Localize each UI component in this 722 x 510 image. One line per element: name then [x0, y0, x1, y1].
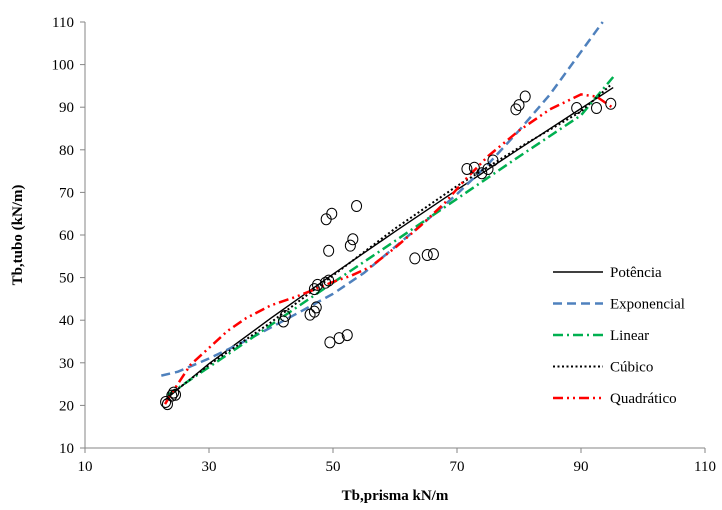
data-point	[279, 309, 291, 322]
y-axis-title: Tb,tubo (kN/m)	[10, 185, 26, 286]
series-line-2	[166, 76, 615, 397]
data-point	[324, 336, 336, 349]
x-tick-label: 90	[574, 459, 589, 475]
data-point	[308, 283, 320, 296]
legend-label: Potência	[610, 265, 662, 281]
y-tick-label: 90	[59, 100, 74, 116]
data-point	[482, 162, 494, 175]
data-point	[326, 207, 338, 220]
data-point	[476, 167, 488, 180]
data-point	[347, 233, 359, 246]
data-point	[513, 99, 525, 112]
data-point	[591, 102, 602, 115]
data-point	[323, 274, 335, 287]
data-point	[468, 161, 480, 174]
legend-label: Linear	[610, 328, 649, 344]
data-point	[320, 276, 332, 289]
data-point	[571, 102, 583, 115]
legend: Potência Exponencial Linear Cúbico Quadrátic…	[553, 265, 685, 407]
series-line-1	[161, 21, 604, 377]
data-points	[160, 90, 617, 411]
y-axis-ticks: 10 20 30 40 50 60 70 80 90 100 110	[52, 15, 85, 457]
data-point	[312, 278, 323, 291]
data-point	[519, 90, 531, 103]
data-point	[461, 162, 473, 175]
data-point	[487, 154, 499, 167]
data-point	[166, 389, 178, 402]
data-point	[333, 332, 345, 345]
x-axis-ticks: 10 30 50 70 90 110	[78, 448, 716, 475]
data-point	[605, 97, 617, 110]
y-tick-label: 50	[59, 271, 74, 287]
data-point	[510, 103, 522, 116]
fit-lines	[161, 21, 615, 405]
x-tick-label: 110	[694, 459, 716, 475]
y-tick-label: 60	[59, 228, 74, 244]
y-tick-label: 20	[59, 398, 74, 414]
y-tick-label: 40	[59, 313, 74, 329]
x-tick-label: 10	[78, 459, 93, 475]
series-line-4	[163, 93, 613, 405]
data-point	[323, 244, 335, 257]
x-tick-label: 30	[202, 459, 217, 475]
y-tick-label: 100	[52, 58, 75, 74]
y-tick-label: 110	[52, 15, 74, 31]
x-tick-label: 50	[326, 459, 341, 475]
x-axis-title: Tb,prisma kN/m	[342, 488, 449, 504]
legend-label: Cúbico	[610, 360, 653, 376]
data-point	[310, 301, 322, 314]
data-point	[160, 395, 172, 408]
data-point	[351, 200, 363, 213]
x-tick-label: 70	[450, 459, 465, 475]
legend-label: Quadrático	[610, 391, 677, 407]
series-line-3	[166, 83, 613, 398]
y-tick-label: 70	[59, 185, 74, 201]
data-point	[277, 315, 289, 328]
data-point	[168, 386, 180, 399]
y-tick-label: 30	[59, 356, 74, 372]
data-point	[421, 249, 433, 262]
data-point	[341, 329, 353, 342]
data-point	[409, 252, 421, 265]
data-point	[427, 248, 439, 261]
y-tick-label: 80	[59, 143, 74, 159]
data-point	[344, 239, 356, 252]
y-tick-label: 10	[59, 441, 74, 457]
data-point	[170, 388, 182, 401]
legend-label: Exponencial	[610, 297, 685, 313]
